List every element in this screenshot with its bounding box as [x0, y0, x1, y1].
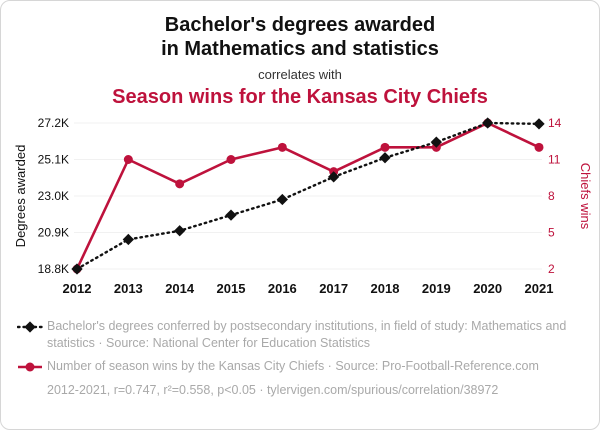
legend-text-degrees: Bachelor's degrees conferred by postseco…	[47, 319, 567, 350]
wins-series-marker-icon	[18, 362, 42, 372]
wins-point	[175, 179, 185, 189]
degrees-point	[482, 117, 494, 129]
left-tick-label: 18.8K	[38, 262, 69, 276]
x-tick-label: 2014	[165, 281, 195, 296]
line-chart: 18.8K 2 20.9K 5 23.0K 8 25.1K 11 27.2K 14 2012 2013…	[13, 116, 593, 296]
wins-point	[277, 142, 287, 152]
legend: Bachelor's degrees conferred by postseco…	[17, 318, 585, 375]
x-tick-label: 2019	[422, 281, 451, 296]
title-line-1: Bachelor's degrees awarded	[164, 14, 436, 36]
page-title: Bachelor's degrees awarded in Mathematic…	[11, 13, 589, 61]
degrees-point	[71, 263, 83, 275]
correlates-with-label: correlates with	[258, 67, 342, 82]
wins-point	[123, 155, 133, 164]
degrees-point	[174, 225, 186, 237]
degrees-point	[379, 152, 391, 164]
wins-point	[226, 155, 236, 164]
header: Bachelor's degrees awarded in Mathematic…	[11, 13, 589, 109]
chart-area: 18.8K 2 20.9K 5 23.0K 8 25.1K 11 27.2K 14 2012 2013…	[11, 111, 593, 312]
right-axis-title: Chiefs wins	[578, 163, 591, 230]
x-tick-label: 2015	[217, 281, 246, 296]
x-tick-label: 2017	[319, 281, 348, 296]
x-tick-label: 2021	[525, 281, 554, 296]
x-tick-label: 2020	[473, 281, 502, 296]
left-tick-label: 27.2K	[38, 116, 69, 130]
degrees-point	[533, 118, 545, 130]
right-tick-label: 11	[548, 153, 561, 167]
x-tick-label: 2013	[114, 281, 143, 296]
degrees-point	[225, 209, 237, 221]
wins-point	[534, 142, 544, 152]
degrees-point	[122, 233, 134, 246]
accent-title: Season wins for the Kansas City Chiefs	[112, 86, 488, 108]
x-tick-label: 2018	[371, 281, 400, 296]
title-line-2: in Mathematics and statistics	[161, 38, 439, 60]
x-tick-label: 2016	[268, 281, 297, 296]
legend-text-wins: Number of season wins by the Kansas City…	[47, 359, 539, 373]
wins-line	[75, 121, 540, 270]
left-tick-label: 23.0K	[38, 189, 69, 203]
right-tick-label: 8	[548, 189, 555, 203]
degrees-line	[75, 121, 541, 271]
degrees-point	[276, 193, 288, 206]
right-tick-label: 14	[548, 116, 562, 130]
x-tick-label: 2012	[63, 281, 92, 296]
right-tick-label: 2	[548, 262, 555, 276]
stats-footer: 2012-2021, r=0.747, r²=0.558, p<0.05 · t…	[47, 382, 499, 397]
legend-item-wins: Number of season wins by the Kansas City…	[17, 358, 585, 375]
left-tick-label: 25.1K	[38, 153, 69, 167]
left-axis-title: Degrees awarded	[13, 145, 28, 248]
left-tick-label: 20.9K	[38, 226, 69, 240]
legend-item-degrees: Bachelor's degrees conferred by postseco…	[17, 318, 585, 351]
degrees-series-marker-icon	[17, 321, 43, 333]
wins-point	[380, 142, 390, 152]
right-tick-label: 5	[548, 226, 555, 240]
